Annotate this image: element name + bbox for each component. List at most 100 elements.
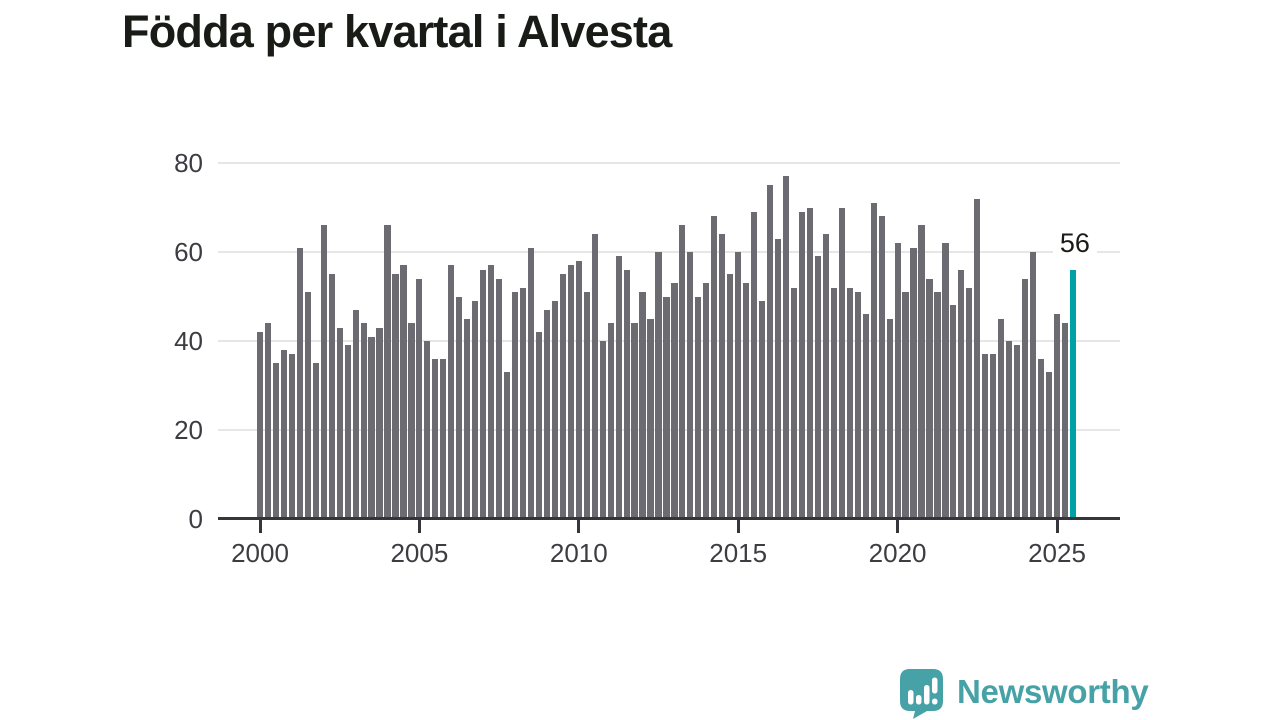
bar bbox=[910, 247, 917, 519]
bar bbox=[735, 252, 742, 519]
y-axis-tick-label: 40 bbox=[174, 326, 203, 356]
x-axis-tick bbox=[417, 520, 421, 533]
bar bbox=[456, 296, 463, 519]
bar bbox=[488, 265, 495, 519]
bar bbox=[918, 225, 925, 519]
bar bbox=[575, 260, 582, 519]
bar bbox=[631, 323, 638, 519]
bar bbox=[1029, 252, 1037, 519]
bar bbox=[687, 252, 694, 519]
bar bbox=[567, 265, 574, 519]
bar bbox=[527, 247, 535, 519]
bar bbox=[806, 207, 814, 519]
bar bbox=[878, 216, 885, 519]
bar bbox=[766, 185, 774, 519]
gridline bbox=[218, 251, 1120, 253]
x-axis-tick-label: 2000 bbox=[231, 538, 289, 568]
bar bbox=[623, 269, 630, 519]
chart-title: Födda per kvartal i Alvesta bbox=[122, 6, 672, 57]
bar bbox=[392, 274, 399, 519]
bar bbox=[384, 225, 391, 519]
bar bbox=[854, 292, 861, 519]
bar bbox=[990, 354, 997, 519]
bar bbox=[1022, 278, 1029, 519]
bar bbox=[503, 372, 511, 519]
bar bbox=[1053, 314, 1061, 519]
bar bbox=[448, 265, 455, 519]
bar bbox=[982, 354, 989, 519]
bar bbox=[974, 198, 981, 519]
bar bbox=[1014, 345, 1021, 519]
bar bbox=[344, 345, 351, 519]
bar bbox=[862, 314, 869, 519]
y-axis-tick-label: 0 bbox=[188, 504, 203, 534]
bar bbox=[400, 265, 407, 519]
bar bbox=[408, 323, 415, 519]
bar bbox=[894, 243, 901, 519]
x-axis-tick bbox=[736, 520, 740, 533]
bar bbox=[671, 283, 678, 519]
bar bbox=[511, 292, 519, 519]
bar bbox=[751, 211, 758, 519]
bar bbox=[759, 300, 766, 519]
bar bbox=[1006, 341, 1013, 519]
bar bbox=[647, 318, 654, 519]
bar bbox=[535, 332, 543, 519]
bar bbox=[304, 292, 311, 519]
bar bbox=[711, 216, 718, 519]
bar bbox=[814, 256, 821, 519]
bar bbox=[440, 358, 447, 519]
bar bbox=[312, 363, 319, 519]
x-axis-tick-label: 2010 bbox=[549, 538, 608, 568]
bar bbox=[774, 238, 782, 519]
bar bbox=[280, 349, 287, 519]
bar bbox=[256, 332, 264, 519]
gridline bbox=[218, 162, 1120, 164]
x-axis-tick-label: 2025 bbox=[1028, 538, 1086, 568]
y-axis-tick-label: 60 bbox=[174, 237, 203, 267]
x-axis-tick bbox=[577, 520, 581, 533]
bar bbox=[296, 247, 303, 519]
bar bbox=[639, 292, 646, 519]
bar bbox=[416, 278, 423, 519]
bar bbox=[942, 243, 949, 519]
x-axis-tick-label: 2020 bbox=[868, 538, 927, 568]
bar bbox=[902, 292, 909, 519]
x-axis-tick-label: 2015 bbox=[709, 538, 768, 568]
bar bbox=[790, 287, 798, 519]
bar bbox=[360, 323, 367, 519]
bar bbox=[822, 234, 829, 519]
bar bbox=[264, 323, 272, 519]
bar bbox=[886, 318, 893, 519]
bar bbox=[615, 256, 622, 519]
bar bbox=[551, 300, 558, 519]
x-axis-tick-label: 2005 bbox=[390, 538, 449, 568]
bar bbox=[743, 283, 750, 519]
bar bbox=[543, 309, 550, 519]
bar bbox=[424, 341, 431, 519]
bar bbox=[480, 269, 487, 519]
bar bbox=[934, 292, 941, 519]
bar bbox=[519, 287, 527, 519]
bar bbox=[655, 252, 662, 519]
bar bbox=[1037, 358, 1045, 519]
bar bbox=[1045, 372, 1053, 519]
newsworthy-logo-text: Newsworthy bbox=[957, 673, 1149, 710]
bar bbox=[703, 283, 710, 519]
bar bbox=[695, 296, 702, 519]
bar bbox=[591, 234, 598, 519]
bar bbox=[950, 305, 957, 519]
bar bbox=[352, 309, 359, 519]
bar bbox=[288, 354, 295, 519]
bar bbox=[583, 292, 590, 519]
bar bbox=[870, 203, 877, 519]
bar bbox=[432, 358, 439, 519]
bar bbox=[663, 296, 670, 519]
x-axis-tick bbox=[896, 520, 900, 533]
highlight-value-label: 56 bbox=[1052, 230, 1097, 257]
bar bbox=[998, 318, 1005, 519]
bar bbox=[599, 341, 606, 519]
bar bbox=[320, 225, 327, 519]
y-axis-tick-label: 80 bbox=[174, 148, 203, 178]
